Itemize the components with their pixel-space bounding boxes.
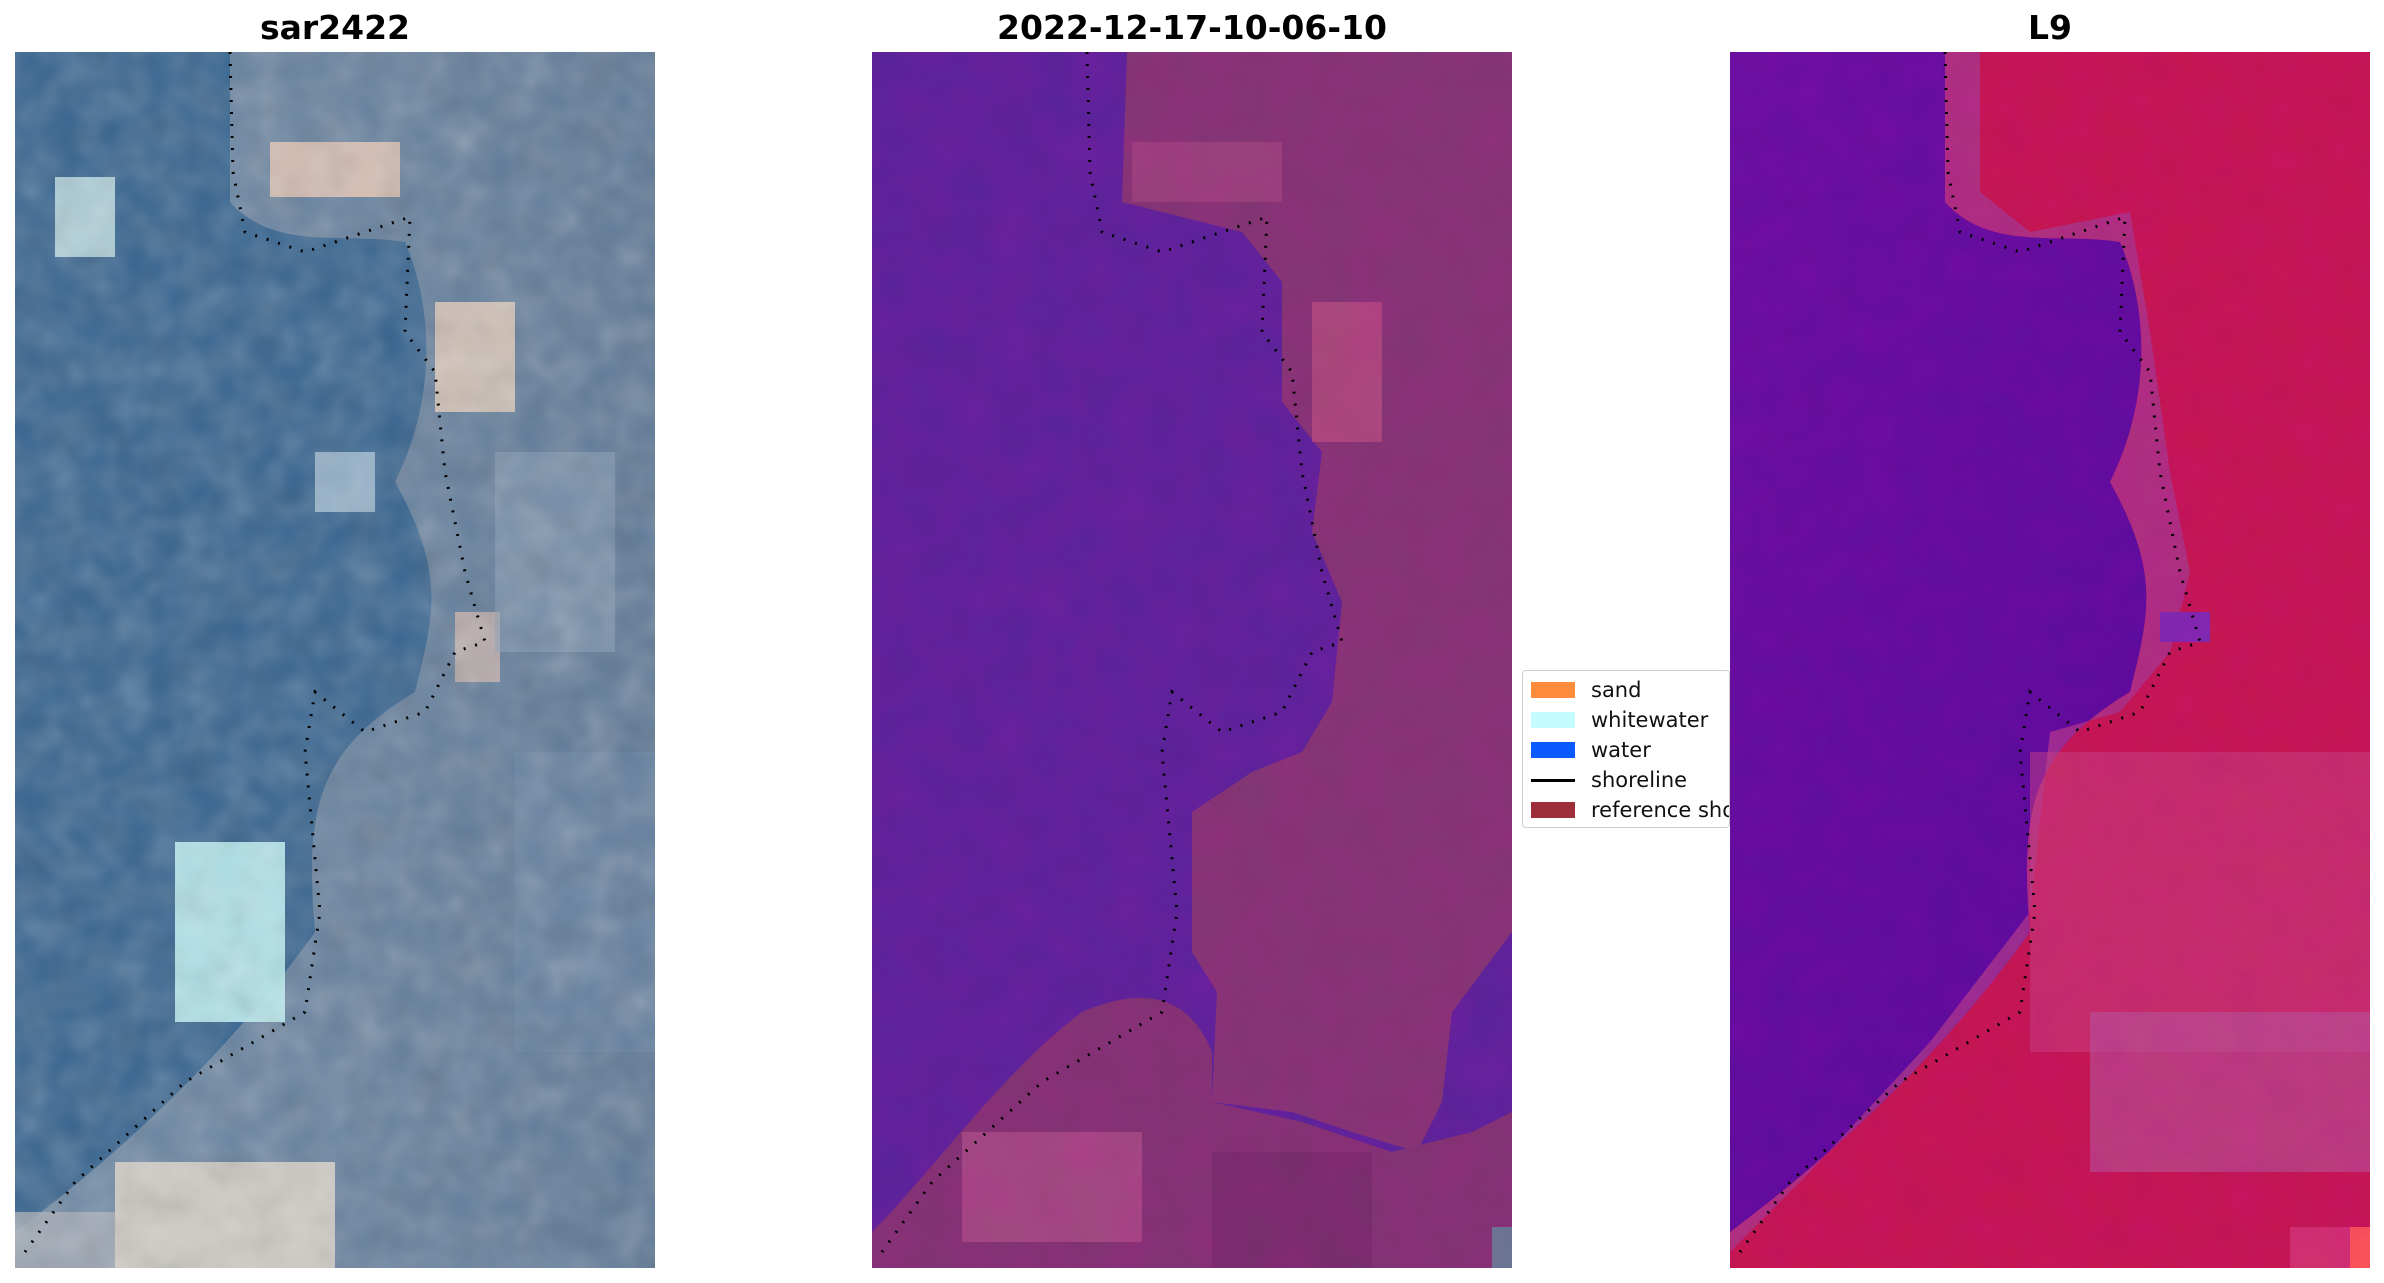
legend-item-sand: sand — [1531, 675, 1641, 705]
legend-label: reference sho — [1591, 798, 1730, 822]
legend-item-shoreline: shoreline — [1531, 765, 1687, 795]
legend-label: water — [1591, 738, 1651, 762]
panel-title-rgb: sar2422 — [259, 8, 411, 47]
water-swatch-icon — [1531, 742, 1575, 758]
panel-title-index: L9 — [2028, 8, 2072, 47]
legend-item-whitewater: whitewater — [1531, 705, 1708, 735]
whitewater-swatch-icon — [1531, 712, 1575, 728]
reference-swatch-icon — [1531, 802, 1575, 818]
index-panel — [1730, 52, 2370, 1268]
panel-title-classification: 2022-12-17-10-06-10 — [997, 8, 1387, 47]
classification-image — [872, 52, 1512, 1268]
shoreline-line-icon — [1531, 778, 1575, 782]
legend-item-reference-shoreline: reference sho — [1531, 795, 1730, 825]
legend-label: sand — [1591, 678, 1642, 702]
legend: sand whitewater water shoreline referenc… — [1522, 670, 1730, 828]
legend-item-water: water — [1531, 735, 1651, 765]
rgb-image-panel — [15, 52, 655, 1268]
index-image — [1730, 52, 2370, 1268]
sand-swatch-icon — [1531, 682, 1575, 698]
legend-label: shoreline — [1591, 768, 1688, 792]
classification-panel — [872, 52, 1512, 1268]
rgb-satellite-image — [15, 52, 655, 1268]
legend-label: whitewater — [1591, 708, 1709, 732]
